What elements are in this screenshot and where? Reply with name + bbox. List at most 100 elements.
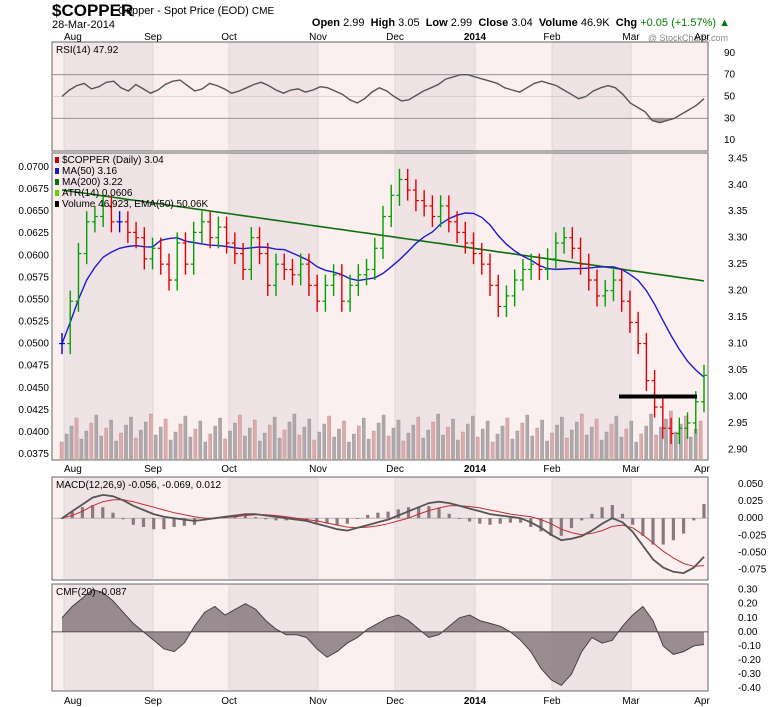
symbol-title: $COPPER [52,1,134,20]
volume-bar-54 [327,415,331,461]
macd-hist-bar-28 [345,518,349,524]
volume-bar-28 [198,420,203,461]
volume-bar-122 [664,418,668,461]
atr-left-tick-0: 0.0700 [18,162,49,173]
low-label: Low [425,17,448,29]
volume-bar-10 [109,419,113,461]
volume-bar-8 [99,435,103,461]
volume-bar-116 [634,441,638,461]
volume-bar-6 [89,422,94,461]
volume-bar-76 [436,413,440,461]
atr-left-tick-12: 0.0400 [18,427,49,438]
rsi-tick-10: 10 [724,135,736,146]
volume-bar-14 [129,416,133,461]
volume-bar-26 [188,436,193,461]
x-label-mid-8: Apr [694,464,710,475]
x-label-mid-5: 2014 [464,464,487,475]
x-label-mid-1: Sep [144,464,162,475]
volume-bar-79 [451,418,455,461]
x-label-top-2: Oct [221,32,237,43]
atr-left-tick-11: 0.0425 [18,405,49,416]
volume-bar-52 [317,431,321,461]
volume-bar-69 [401,440,406,461]
macd-hist-bar-1 [70,511,74,519]
month-shade-macd-2 [395,477,475,580]
price-right-tick-3.15: 3.15 [728,312,748,323]
price-legend-swatch-4 [55,201,59,207]
volume-bar-29 [203,441,208,461]
exchange-label: CME [251,6,275,17]
macd-tick-0: 0.000 [738,513,763,524]
x-label-bottom-1: Sep [144,696,162,707]
rsi-tick-30: 30 [724,113,736,124]
price-legend-swatch-3 [55,190,59,196]
atr-left-tick-1: 0.0675 [18,184,49,195]
price-legend-0: $COPPER (Daily) 3.04 [62,155,164,166]
volume-bar-99 [550,432,554,461]
volume-bar-36 [238,414,242,461]
volume-bar-61 [362,417,366,461]
volume-bar-39 [253,419,257,461]
macd-hist-bar-9 [152,518,156,530]
macd-tick--0.025: -0.025 [738,530,767,541]
macd-hist-bar-35 [417,507,421,519]
macd-hist-bar-29 [355,518,360,519]
macd-hist-bar-62 [692,518,696,521]
volume-bar-33 [223,438,227,461]
volume-bar-103 [570,429,574,461]
x-label-top-1: Sep [144,32,162,43]
month-shade-price-3 [552,153,631,460]
volume-bar-87 [490,441,495,461]
x-label-mid-0: Aug [64,464,82,475]
price-legend-swatch-1 [55,168,59,174]
volume-bar-47 [292,413,297,461]
macd-hist-bar-27 [335,518,339,525]
x-label-bottom-7: Mar [622,696,640,707]
volume-bar-82 [466,423,470,461]
instrument-name: Copper - Spot Price (EOD) CME [118,5,274,17]
volume-bar-115 [629,420,634,461]
macd-tick-0.05: 0.050 [738,479,763,490]
atr-left-tick-2: 0.0650 [18,206,49,217]
macd-hist-bar-3 [91,505,95,519]
macd-hist-bar-41 [478,518,482,524]
volume-bar-90 [505,417,510,461]
macd-hist-bar-21 [274,518,278,521]
volume-bar-34 [228,430,232,461]
macd-hist-bar-53 [600,507,604,519]
macd-hist-bar-18 [243,516,247,519]
x-label-top-3: Nov [309,32,327,43]
macd-hist-bar-55 [620,513,625,519]
volume-bar-32 [218,417,222,461]
volume-bar-86 [485,420,490,461]
macd-hist-bar-54 [610,505,614,519]
volume-bar-22 [168,439,173,461]
volume-bar-18 [149,413,153,461]
volume-bar-42 [267,424,272,461]
x-label-top-0: Aug [64,32,82,43]
volume-bar-105 [580,413,584,461]
ohlc-summary: Open 2.99 High 3.05 Low 2.99 Close 3.04 … [312,17,730,29]
volume-bar-37 [243,435,247,461]
volume-bar-81 [461,431,465,461]
macd-hist-bar-63 [702,503,706,519]
price-right-tick-3.4: 3.40 [728,180,748,191]
macd-hist-bar-50 [569,518,574,529]
month-shade-price-2 [395,153,475,460]
volume-bar-38 [248,427,252,461]
x-label-mid-7: Mar [622,464,640,475]
rsi-tick-50: 50 [724,92,736,103]
volume-bar-119 [649,413,653,461]
volume-label: Volume [538,17,578,29]
volume-bar-62 [366,438,371,461]
macd-hist-bar-40 [468,518,472,522]
volume-bar-88 [495,433,500,461]
macd-hist-bar-7 [131,518,135,525]
price-right-tick-3.05: 3.05 [728,365,748,376]
volume-bar-91 [510,438,515,461]
volume-bar-106 [584,434,589,461]
volume-bar-112 [614,415,619,461]
volume-bar-49 [302,426,307,461]
high-value: 3.05 [398,17,420,29]
month-shade-macd-1 [229,477,318,580]
